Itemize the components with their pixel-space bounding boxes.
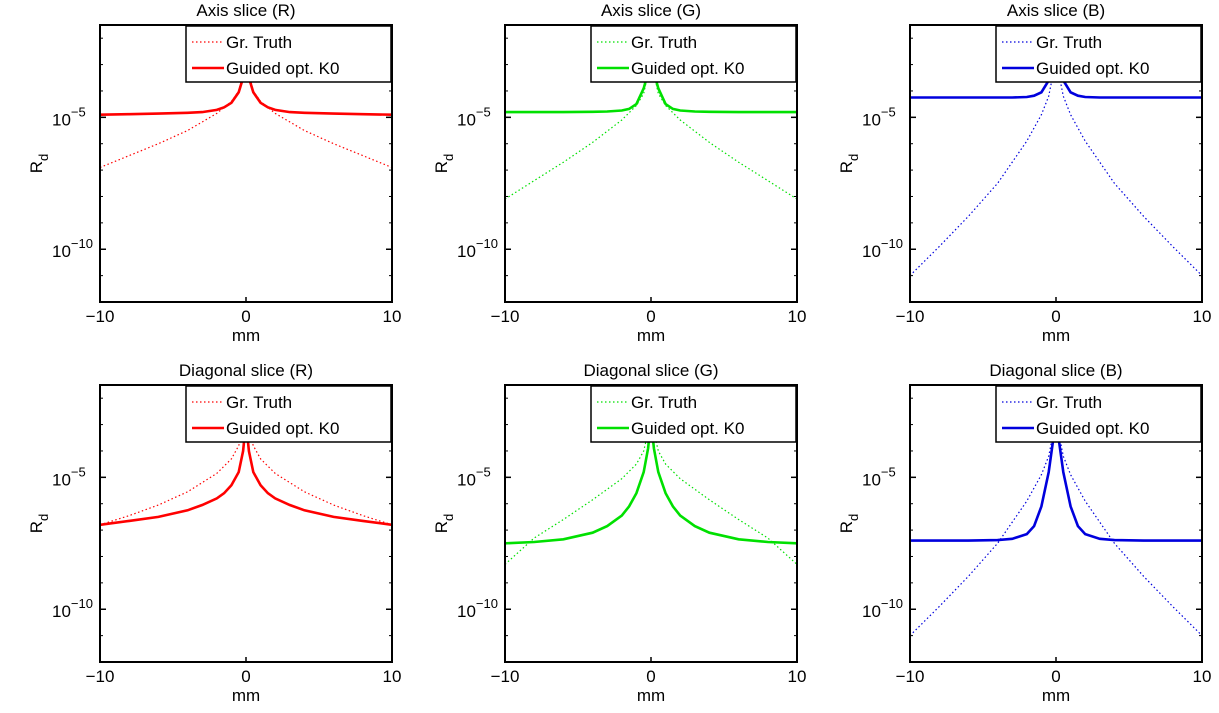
legend: Gr. Truth Guided opt. K0 (995, 385, 1202, 443)
x-axis-label: mm (637, 326, 665, 345)
legend-label: Gr. Truth (631, 393, 697, 412)
legend-box (590, 25, 797, 83)
legend-label: Gr. Truth (226, 33, 292, 52)
y-tick-label: 10−10 (52, 236, 93, 261)
y-axis-label: Rd (837, 514, 861, 534)
x-tick-label: 10 (788, 667, 807, 686)
y-axis-label: Rd (27, 154, 51, 174)
legend-label: Guided opt. K0 (1036, 419, 1149, 438)
x-tick-label: −10 (896, 667, 925, 686)
chart-title: Diagonal slice (B) (989, 361, 1122, 380)
legend-label: Gr. Truth (1036, 393, 1102, 412)
legend-box (185, 385, 392, 443)
x-tick-label: −10 (491, 667, 520, 686)
legend-label: Guided opt. K0 (631, 59, 744, 78)
x-tick-label: 10 (788, 307, 807, 326)
chart-title: Axis slice (R) (196, 1, 295, 20)
y-tick-label: 10−5 (862, 464, 896, 489)
legend-box (185, 25, 392, 83)
y-tick-label: 10−10 (52, 596, 93, 621)
y-tick-label: 10−5 (52, 464, 86, 489)
chart-panel: −10 0 10 10−5 10−10 Diagonal slice (R) mm Rd Gr.… (27, 361, 401, 705)
y-axis-label: Rd (432, 514, 456, 534)
legend-box (995, 25, 1202, 83)
legend-label: Gr. Truth (1036, 33, 1102, 52)
chart-title: Diagonal slice (R) (179, 361, 313, 380)
chart-panel: −10 0 10 10−5 10−10 Axis slice (R) mm Rd Gr. Tru… (27, 1, 401, 345)
y-axis-label: Rd (27, 514, 51, 534)
x-axis-label: mm (232, 326, 260, 345)
x-axis-label: mm (637, 686, 665, 705)
chart-panel: −10 0 10 10−5 10−10 Axis slice (B) mm Rd Gr. Tru… (837, 1, 1211, 345)
y-tick-label: 10−10 (862, 596, 903, 621)
chart-panel: −10 0 10 10−5 10−10 Axis slice (G) mm Rd Gr. Tru… (432, 1, 806, 345)
series-line-ground-truth (505, 59, 797, 200)
legend-label: Guided opt. K0 (226, 59, 339, 78)
legend: Gr. Truth Guided opt. K0 (590, 385, 797, 443)
chart-title: Axis slice (B) (1007, 1, 1105, 20)
legend-box (590, 385, 797, 443)
y-tick-label: 10−5 (457, 464, 491, 489)
legend: Gr. Truth Guided opt. K0 (995, 25, 1202, 83)
chart-title: Axis slice (G) (601, 1, 701, 20)
legend-label: Guided opt. K0 (226, 419, 339, 438)
x-tick-label: −10 (896, 307, 925, 326)
chart-panel: −10 0 10 10−5 10−10 Diagonal slice (G) mm Rd Gr.… (432, 361, 806, 705)
legend: Gr. Truth Guided opt. K0 (185, 25, 392, 83)
x-tick-label: 0 (241, 307, 250, 326)
x-axis-label: mm (1042, 686, 1070, 705)
x-tick-label: −10 (491, 307, 520, 326)
y-tick-label: 10−5 (52, 104, 86, 129)
x-tick-label: 0 (1051, 307, 1060, 326)
legend-label: Guided opt. K0 (1036, 59, 1149, 78)
x-tick-label: 0 (646, 667, 655, 686)
x-tick-label: 0 (646, 307, 655, 326)
chart-panel: −10 0 10 10−5 10−10 Diagonal slice (B) mm Rd Gr.… (837, 361, 1211, 705)
x-tick-label: −10 (86, 667, 115, 686)
y-axis-label: Rd (432, 154, 456, 174)
y-tick-label: 10−10 (862, 236, 903, 261)
x-axis-label: mm (1042, 326, 1070, 345)
x-axis-label: mm (232, 686, 260, 705)
legend-box (995, 385, 1202, 443)
legend: Gr. Truth Guided opt. K0 (185, 385, 392, 443)
x-tick-label: 10 (1193, 307, 1212, 326)
legend-label: Guided opt. K0 (631, 419, 744, 438)
y-tick-label: 10−5 (457, 104, 491, 129)
x-tick-label: −10 (86, 307, 115, 326)
x-tick-label: 10 (383, 307, 402, 326)
x-tick-label: 10 (1193, 667, 1212, 686)
y-tick-label: 10−5 (862, 104, 896, 129)
legend-label: Gr. Truth (226, 393, 292, 412)
y-axis-label: Rd (837, 154, 861, 174)
x-tick-label: 10 (383, 667, 402, 686)
x-tick-label: 0 (241, 667, 250, 686)
legend-label: Gr. Truth (631, 33, 697, 52)
y-tick-label: 10−10 (457, 596, 498, 621)
chart-title: Diagonal slice (G) (583, 361, 718, 380)
x-tick-label: 0 (1051, 667, 1060, 686)
legend: Gr. Truth Guided opt. K0 (590, 25, 797, 83)
y-tick-label: 10−10 (457, 236, 498, 261)
